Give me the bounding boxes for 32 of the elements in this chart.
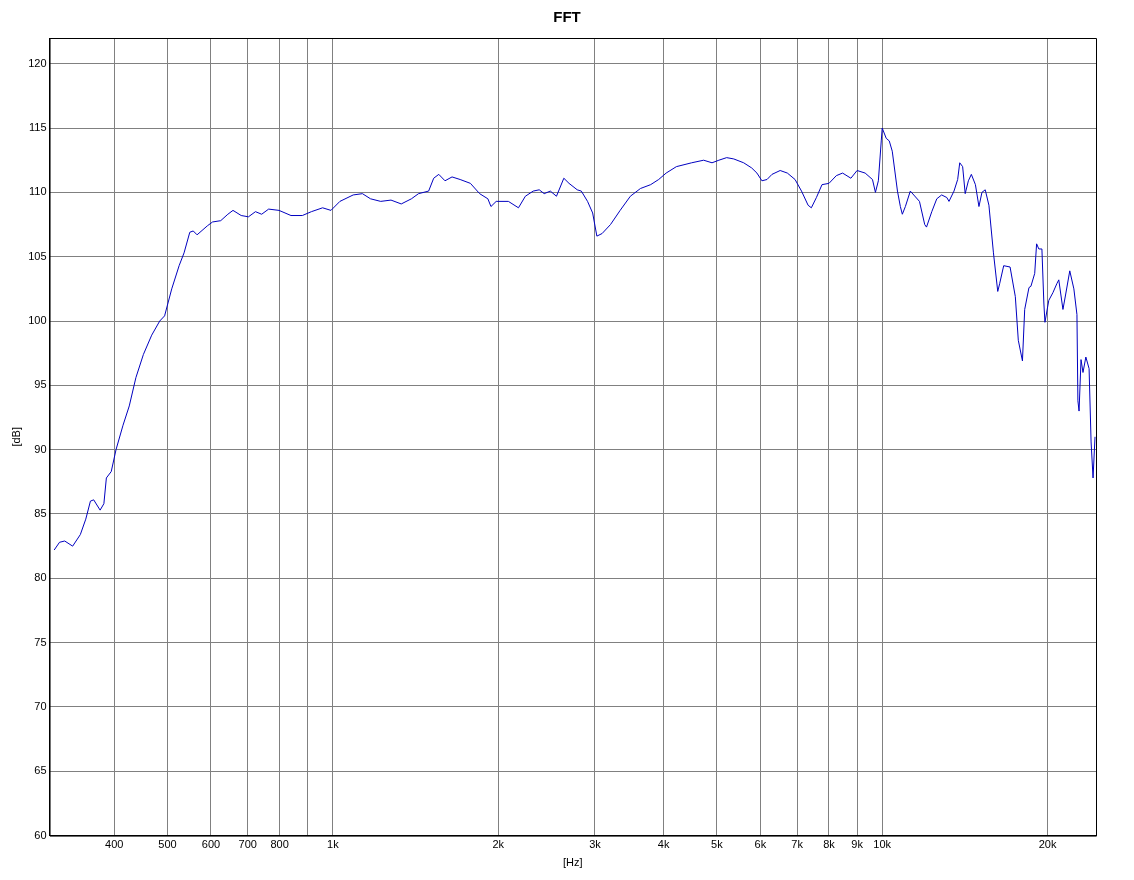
x-tick-label: 800 — [270, 838, 289, 851]
x-axis-title: [Hz] — [563, 856, 583, 869]
x-tick-label: 7k — [791, 838, 804, 851]
y-tick-label: 70 — [34, 699, 47, 712]
x-tick-label: 20k — [1038, 838, 1057, 851]
x-tick-label: 1k — [327, 838, 340, 851]
x-tick-label: 3k — [589, 838, 602, 851]
chart-title: FFT — [552, 8, 582, 25]
x-tick-label: 400 — [105, 838, 124, 851]
y-tick-label: 120 — [28, 56, 47, 69]
x-tick-label: 6k — [754, 838, 767, 851]
y-tick-label: 100 — [28, 314, 47, 327]
x-tick-label: 2k — [492, 838, 505, 851]
x-tick-label: 4k — [657, 838, 670, 851]
y-tick-label: 115 — [29, 121, 47, 134]
x-tick-label: 10k — [873, 838, 892, 851]
y-tick-label: 65 — [34, 764, 47, 777]
y-tick-label: 95 — [34, 378, 47, 391]
y-axis-title: [dB] — [9, 427, 22, 447]
y-tick-label: 60 — [34, 828, 47, 841]
y-tick-label: 110 — [29, 185, 47, 198]
x-tick-label: 600 — [201, 838, 221, 851]
y-tick-label: 90 — [34, 442, 47, 455]
y-tick-label: 85 — [34, 507, 47, 520]
y-tick-label: 80 — [34, 571, 47, 584]
x-tick-label: 500 — [158, 838, 177, 851]
x-tick-label: 8k — [823, 838, 836, 851]
y-tick-label: 105 — [28, 249, 47, 262]
x-tick-label: 9k — [851, 838, 864, 851]
x-tick-label: 700 — [238, 838, 257, 851]
y-tick-label: 75 — [34, 635, 47, 648]
x-tick-label: 5k — [711, 838, 724, 851]
